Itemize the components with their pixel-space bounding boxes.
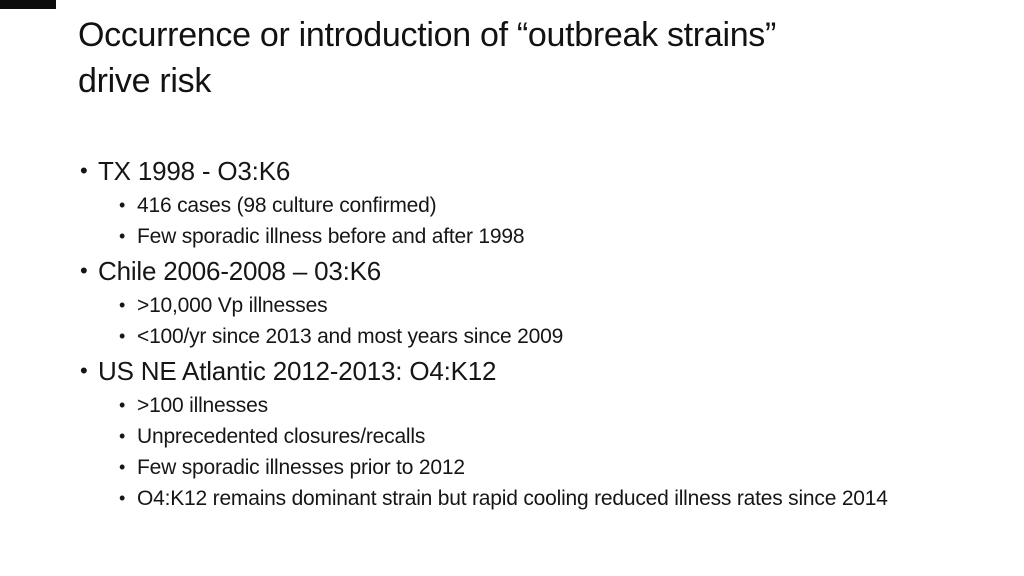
bullet-icon: • xyxy=(119,195,126,215)
list-item-text: <100/yr since 2013 and most years since … xyxy=(137,325,564,348)
list-item-text: Few sporadic illness before and after 19… xyxy=(137,225,525,248)
bullet-icon: • xyxy=(119,226,126,246)
slide-title: Occurrence or introduction of “outbreak … xyxy=(78,12,776,104)
list-item-text: O4:K12 remains dominant strain but rapid… xyxy=(137,487,888,510)
list-item-text: Chile 2006-2008 – 03:K6 xyxy=(98,256,382,286)
list-item-text: TX 1998 - O3:K6 xyxy=(98,156,291,186)
list-item-text: >100 illnesses xyxy=(137,394,268,417)
list-item-text: >10,000 Vp illnesses xyxy=(137,294,328,317)
list-item: • 416 cases (98 culture confirmed) xyxy=(0,190,1024,221)
list-item-text: US NE Atlantic 2012-2013: O4:K12 xyxy=(98,356,497,386)
bullet-icon: • xyxy=(119,457,126,477)
bullet-icon: • xyxy=(119,295,126,315)
bullet-list: • TX 1998 - O3:K6 • 416 cases (98 cultur… xyxy=(0,152,1024,514)
list-item: • US NE Atlantic 2012-2013: O4:K12 xyxy=(0,352,1024,390)
list-item: • O4:K12 remains dominant strain but rap… xyxy=(0,483,1024,514)
list-item: • >10,000 Vp illnesses xyxy=(0,290,1024,321)
top-left-black-bar xyxy=(0,0,56,9)
list-item-text: 416 cases (98 culture confirmed) xyxy=(137,194,437,217)
list-item: • Unprecedented closures/recalls xyxy=(0,421,1024,452)
list-item: • <100/yr since 2013 and most years sinc… xyxy=(0,321,1024,352)
bullet-icon: • xyxy=(119,488,126,508)
bullet-icon: • xyxy=(80,158,88,183)
list-item-text: Unprecedented closures/recalls xyxy=(137,425,426,448)
bullet-icon: • xyxy=(80,358,88,383)
bullet-icon: • xyxy=(119,395,126,415)
bullet-icon: • xyxy=(119,326,126,346)
slide-title-line-2: drive risk xyxy=(78,62,212,100)
list-item: • >100 illnesses xyxy=(0,390,1024,421)
list-item: • TX 1998 - O3:K6 xyxy=(0,152,1024,190)
bullet-icon: • xyxy=(119,426,126,446)
list-item: • Few sporadic illness before and after … xyxy=(0,221,1024,252)
list-item-text: Few sporadic illnesses prior to 2012 xyxy=(137,456,465,479)
slide-title-line-1: Occurrence or introduction of “outbreak … xyxy=(78,16,777,54)
list-item: • Few sporadic illnesses prior to 2012 xyxy=(0,452,1024,483)
list-item: • Chile 2006-2008 – 03:K6 xyxy=(0,252,1024,290)
bullet-icon: • xyxy=(80,258,88,283)
